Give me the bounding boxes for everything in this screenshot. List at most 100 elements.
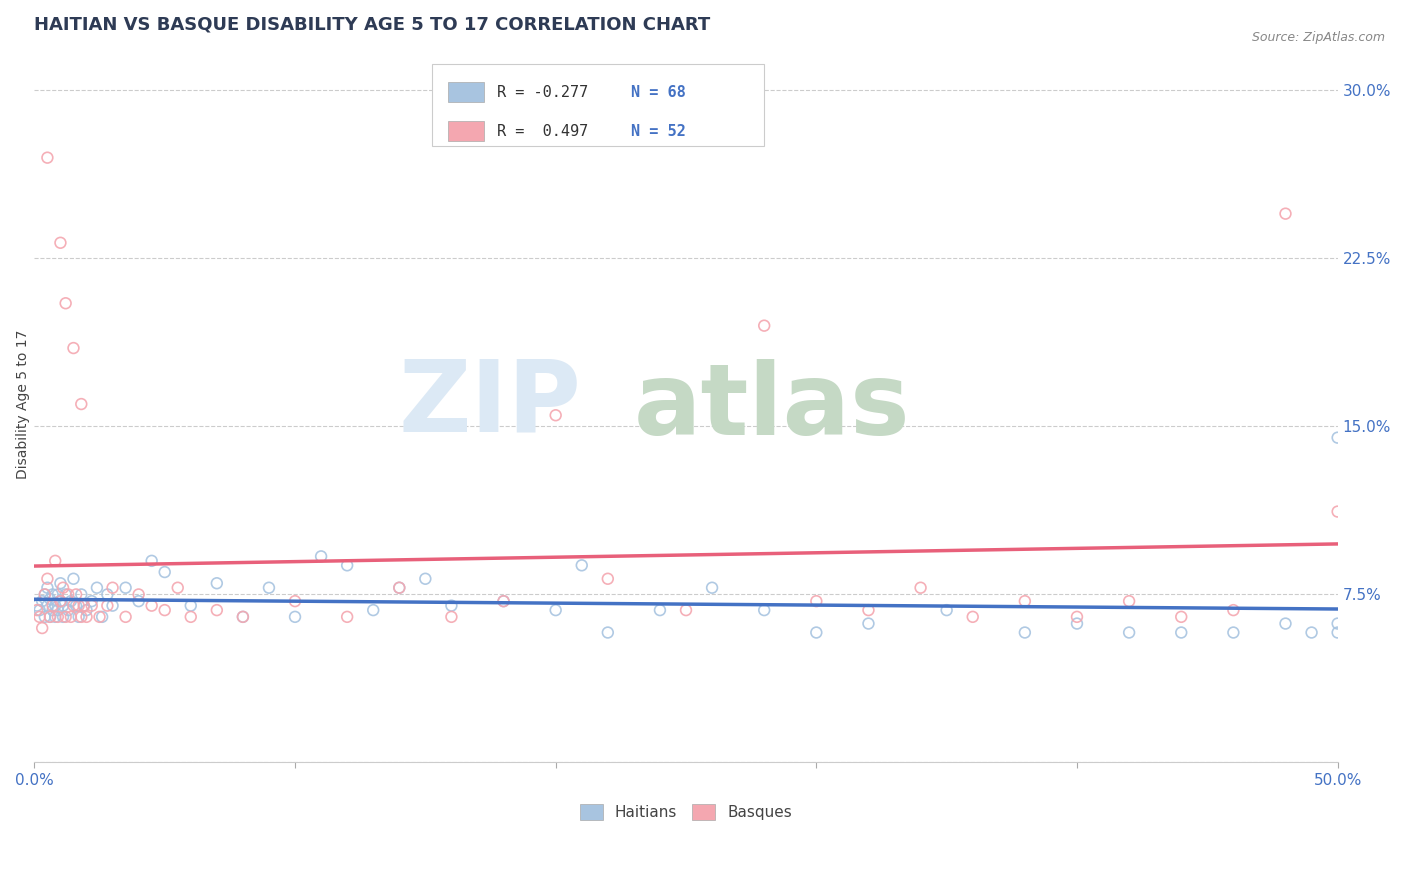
Point: [232, 610, 254, 624]
Point: [34, 610, 56, 624]
Point: [62, 599, 84, 613]
Point: [70, 610, 93, 624]
Point: [76, 610, 98, 624]
Point: [180, 610, 202, 624]
Point: [31, 621, 53, 635]
Point: [25, 603, 48, 617]
Point: [25, 599, 48, 613]
Point: [44, 554, 66, 568]
Point: [544, 603, 567, 617]
Y-axis label: Disability Age 5 to 17: Disability Age 5 to 17: [17, 329, 31, 479]
Text: N = 68: N = 68: [631, 85, 686, 100]
Point: [700, 581, 723, 595]
Point: [910, 581, 932, 595]
Point: [86, 581, 108, 595]
Point: [73, 599, 96, 613]
Point: [166, 581, 188, 595]
Point: [596, 625, 619, 640]
Point: [1014, 625, 1036, 640]
Point: [65, 587, 87, 601]
Point: [41, 599, 63, 613]
Point: [58, 587, 80, 601]
Point: [806, 625, 828, 640]
Point: [65, 599, 87, 613]
Point: [49, 576, 72, 591]
Text: Source: ZipAtlas.com: Source: ZipAtlas.com: [1251, 31, 1385, 45]
Point: [39, 610, 62, 624]
Point: [58, 603, 80, 617]
Point: [1222, 603, 1244, 617]
Point: [415, 572, 437, 586]
Point: [55, 610, 77, 624]
Point: [89, 610, 111, 624]
Point: [754, 603, 776, 617]
Point: [46, 610, 69, 624]
Point: [1274, 207, 1296, 221]
Text: atlas: atlas: [634, 359, 911, 456]
Text: ZIP: ZIP: [399, 356, 582, 452]
Point: [1301, 625, 1323, 640]
Point: [1222, 625, 1244, 640]
Point: [59, 610, 82, 624]
Point: [41, 603, 63, 617]
Point: [858, 616, 880, 631]
FancyBboxPatch shape: [432, 63, 765, 146]
Point: [153, 565, 176, 579]
Point: [1118, 625, 1140, 640]
Point: [31, 594, 53, 608]
Point: [96, 599, 118, 613]
Point: [232, 610, 254, 624]
Point: [675, 603, 697, 617]
Point: [153, 603, 176, 617]
Point: [962, 610, 984, 624]
Point: [70, 397, 93, 411]
Point: [492, 594, 515, 608]
Point: [571, 558, 593, 573]
Point: [49, 594, 72, 608]
Point: [1014, 594, 1036, 608]
Point: [70, 587, 93, 601]
Point: [37, 581, 59, 595]
Point: [114, 610, 136, 624]
Point: [37, 572, 59, 586]
Point: [284, 594, 307, 608]
Point: [284, 610, 307, 624]
Point: [754, 318, 776, 333]
Point: [128, 587, 150, 601]
Point: [46, 587, 69, 601]
Point: [205, 603, 228, 617]
Point: [73, 599, 96, 613]
Point: [39, 610, 62, 624]
Point: [44, 599, 66, 613]
Point: [76, 603, 98, 617]
Point: [114, 581, 136, 595]
Point: [46, 603, 69, 617]
Point: [935, 603, 957, 617]
Point: [309, 549, 332, 564]
Point: [1274, 616, 1296, 631]
Legend: Haitians, Basques: Haitians, Basques: [574, 798, 799, 827]
Point: [180, 599, 202, 613]
Point: [101, 581, 124, 595]
Text: R =  0.497: R = 0.497: [498, 124, 588, 138]
Point: [37, 599, 59, 613]
Point: [52, 610, 75, 624]
Point: [96, 587, 118, 601]
Text: N = 52: N = 52: [631, 124, 686, 138]
Point: [37, 151, 59, 165]
FancyBboxPatch shape: [447, 82, 484, 103]
Point: [34, 587, 56, 601]
Point: [55, 587, 77, 601]
Point: [388, 581, 411, 595]
Point: [62, 572, 84, 586]
Point: [28, 603, 51, 617]
Point: [205, 576, 228, 591]
Point: [1326, 431, 1348, 445]
Point: [39, 591, 62, 606]
Point: [128, 594, 150, 608]
Point: [141, 599, 163, 613]
Point: [1118, 594, 1140, 608]
Point: [1066, 616, 1088, 631]
Point: [52, 581, 75, 595]
Point: [67, 610, 90, 624]
